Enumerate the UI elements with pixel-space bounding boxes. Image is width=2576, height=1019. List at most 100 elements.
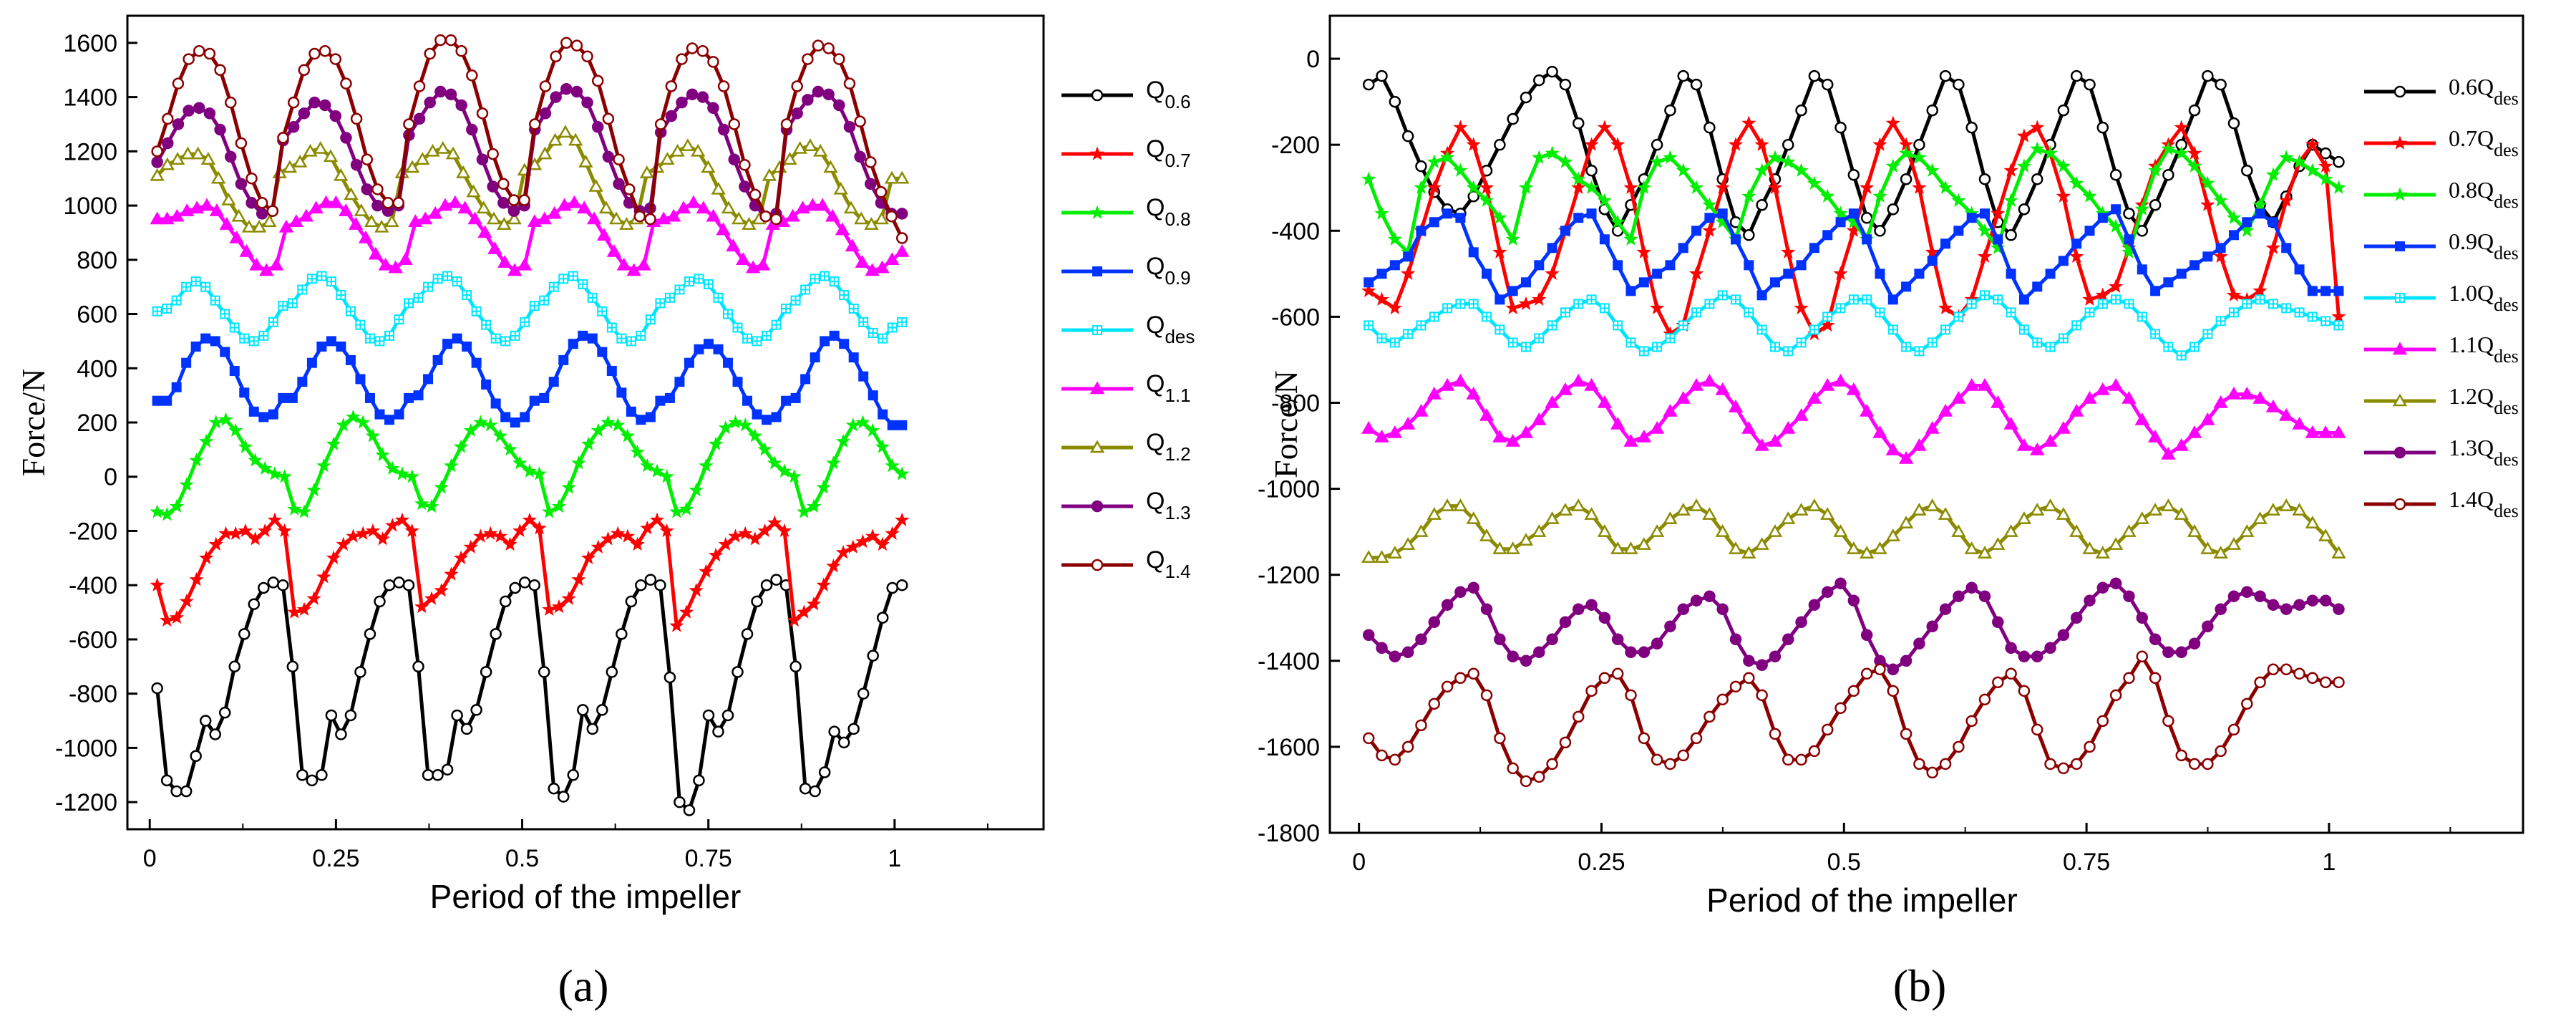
data-point (2213, 193, 2228, 207)
data-point (452, 333, 462, 344)
data-point-cross (694, 274, 704, 284)
data-point-cross (549, 282, 558, 291)
data-point (1702, 223, 1717, 237)
data-point (1833, 373, 1848, 387)
data-point (739, 180, 751, 193)
data-point (2265, 399, 2281, 412)
data-point (2111, 204, 2121, 215)
data-point (742, 217, 757, 230)
data-point (162, 112, 174, 125)
data-point (2097, 213, 2108, 223)
data-point (2070, 69, 2083, 82)
data-point (329, 110, 342, 122)
data-point (2188, 104, 2201, 117)
data-point (256, 197, 268, 209)
data-point-cross (665, 293, 674, 302)
data-point (2095, 546, 2110, 559)
data-point (487, 241, 502, 254)
data-point (482, 417, 498, 432)
data-point-cross (462, 291, 472, 300)
data-point (424, 498, 439, 513)
data-point (214, 123, 226, 136)
legend-label-sub: des (2494, 397, 2519, 418)
data-point (1991, 395, 2006, 408)
data-point (303, 143, 318, 157)
data-point (445, 146, 461, 160)
data-point (1439, 377, 1455, 391)
data-point-cross (868, 329, 878, 338)
data-point (659, 523, 674, 538)
data-point (1479, 407, 1494, 421)
data-point-cross (172, 296, 181, 305)
data-point (424, 47, 436, 60)
data-point (577, 704, 589, 716)
data-point (1454, 672, 1467, 685)
data-point (802, 138, 818, 152)
data-point (2162, 646, 2174, 659)
data-point-cross (2085, 308, 2094, 317)
data-point (2030, 503, 2045, 516)
data-point (655, 395, 666, 406)
legend-label-sub: 1.1 (1165, 385, 1190, 406)
data-point (751, 595, 763, 608)
data-point (2280, 603, 2293, 615)
data-point-cross (394, 315, 404, 324)
data-point (676, 96, 688, 109)
data-point (1808, 599, 1821, 611)
data-point (180, 785, 193, 798)
data-point (2082, 188, 2097, 203)
data-point (619, 217, 634, 230)
data-point (180, 146, 195, 160)
data-point-cross (1784, 347, 1793, 356)
data-point (1401, 266, 1416, 280)
data-point (835, 545, 851, 559)
data-point (150, 504, 165, 518)
data-point (2161, 447, 2176, 460)
series-line (155, 578, 903, 812)
data-point (455, 99, 467, 112)
data-point (548, 377, 559, 387)
data-point (1978, 590, 1991, 602)
data-point (1636, 429, 1651, 443)
x-tick-label: 0.25 (1578, 849, 1625, 876)
data-point (170, 152, 185, 165)
data-point (1374, 550, 1389, 563)
data-point (517, 257, 533, 271)
data-point-cross (617, 334, 626, 343)
data-point (1572, 117, 1585, 130)
series-0.9Qdes (1364, 204, 2344, 305)
data-point (1610, 541, 1625, 554)
data-point-cross (2111, 295, 2121, 304)
data-point (296, 504, 312, 518)
data-point (1480, 689, 1493, 702)
data-point (1676, 390, 1691, 404)
data-point (1559, 616, 1572, 628)
legend-label-base: 1.0Q (2449, 280, 2494, 306)
data-point (1846, 382, 1862, 395)
y-tick-label: -1000 (55, 735, 117, 762)
data-point-cross (424, 282, 433, 291)
series-0.7Qdes (1361, 115, 2346, 341)
data-point (2226, 287, 2242, 301)
data-point-cross (898, 317, 907, 327)
data-point (633, 210, 646, 223)
data-point-cross (1928, 338, 1937, 347)
data-point-cross (675, 285, 684, 294)
data-point (2137, 264, 2147, 275)
data-point (728, 415, 743, 429)
data-point (313, 141, 328, 154)
data-point (2095, 287, 2110, 301)
data-point (707, 102, 719, 114)
data-point (2016, 438, 2032, 451)
data-point (640, 521, 655, 535)
data-point (1874, 225, 1886, 237)
data-point (298, 208, 314, 222)
data-point (1848, 208, 1859, 219)
y-tick-label: -600 (69, 627, 117, 654)
data-point (2240, 524, 2255, 537)
data-point (718, 536, 734, 551)
data-point (2057, 629, 2070, 642)
data-point (1482, 269, 1492, 279)
data-point (790, 392, 801, 403)
data-point (1834, 121, 1847, 134)
